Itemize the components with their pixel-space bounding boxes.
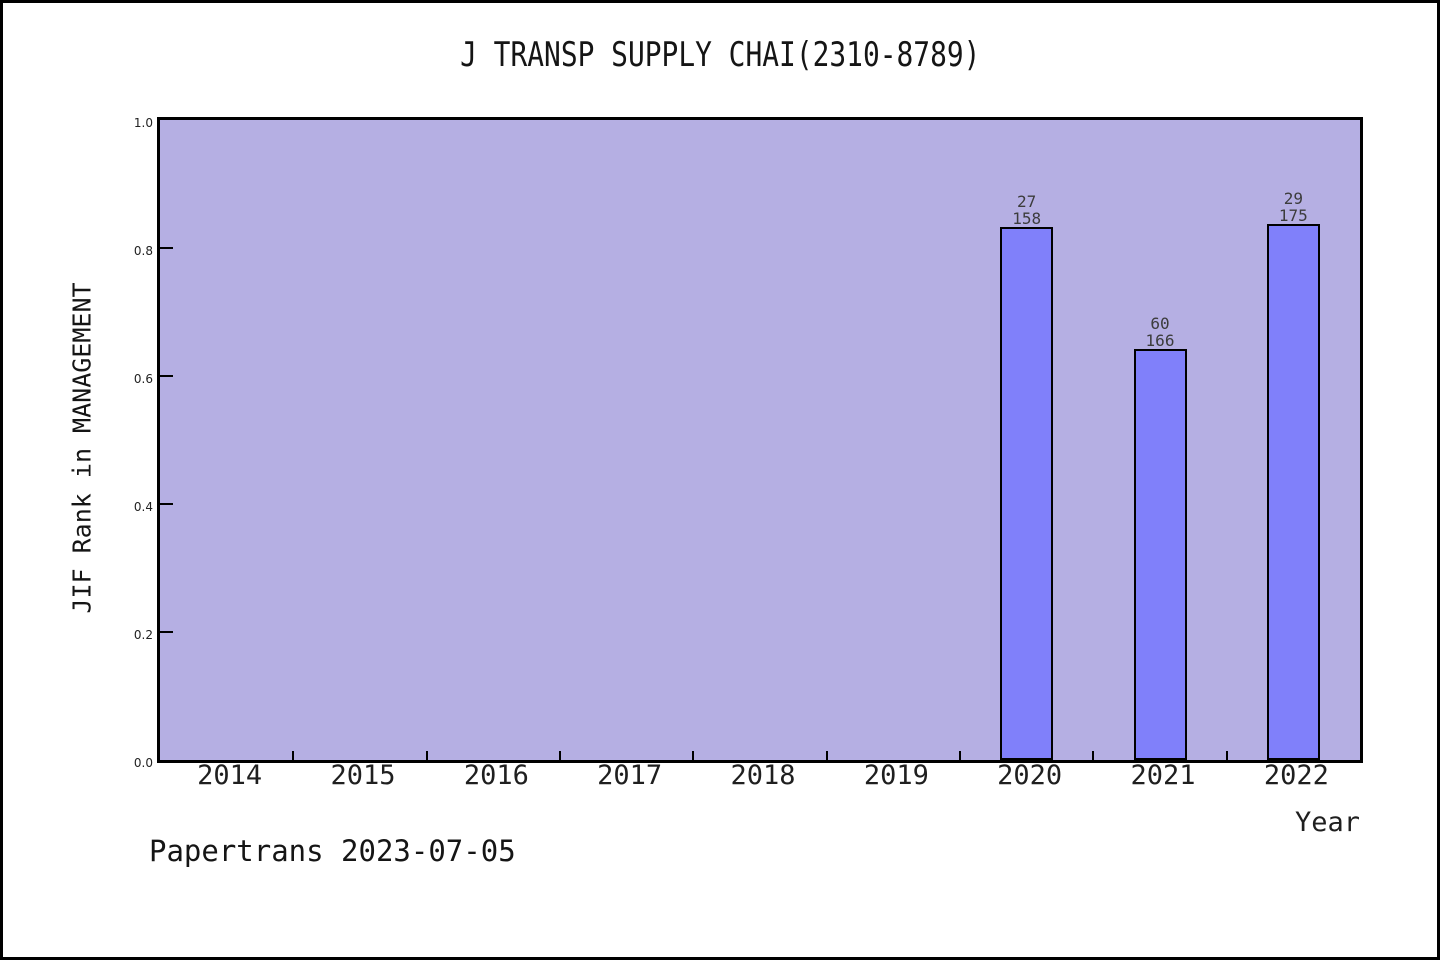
x-axis-tick — [959, 751, 961, 760]
x-axis-tick — [425, 751, 428, 760]
y-axis-tick-label: 0.0 — [133, 756, 153, 770]
y-axis-tick — [160, 247, 173, 249]
x-axis-tick — [292, 751, 295, 760]
bar-label-rank: 60 — [1150, 314, 1170, 333]
plot-area: 27 158 60 166 29 175 — [157, 117, 1363, 763]
bar-label-rank: 27 — [1017, 192, 1037, 211]
x-axis-tick-label: 2020 — [997, 760, 1063, 791]
bar-2022 — [1266, 224, 1320, 760]
watermark-text: Papertrans 2023-07-05 — [149, 834, 516, 868]
x-axis-tick — [559, 751, 561, 760]
x-axis-tick-label: 2014 — [197, 760, 263, 791]
bar-2021 — [1133, 349, 1187, 760]
x-axis-tick-label: 2015 — [330, 760, 396, 791]
bar-label-total: 158 — [1012, 209, 1042, 228]
x-axis-tick-label: 2022 — [1263, 760, 1329, 791]
bar-label-2020: 27 158 — [967, 193, 1087, 227]
bar-label-2021: 60 166 — [1100, 315, 1220, 349]
bar-label-total: 175 — [1278, 206, 1308, 225]
bar-label-total: 166 — [1145, 331, 1175, 350]
y-axis-title: JIF Rank in MANAGEMENT — [67, 282, 97, 614]
y-axis-tick — [160, 375, 173, 377]
x-axis-tick-label: 2016 — [463, 760, 529, 791]
x-axis-title: Year — [1294, 807, 1360, 838]
x-axis-tick-label: 2018 — [730, 760, 796, 791]
bar-label-rank: 29 — [1283, 189, 1303, 208]
x-axis-tick — [692, 751, 695, 760]
bar-label-2022: 29 175 — [1233, 190, 1353, 224]
y-axis-tick-label: 0.8 — [133, 244, 153, 258]
x-axis-tick — [1225, 751, 1228, 760]
x-axis-tick-label: 2017 — [597, 760, 663, 791]
x-axis-tick-label: 2021 — [1130, 760, 1196, 791]
y-axis-tick — [160, 631, 173, 633]
y-axis-tick-label: 0.6 — [133, 372, 153, 386]
chart-title: J TRANSP SUPPLY CHAI(2310-8789) — [3, 37, 1437, 73]
x-axis-tick — [825, 751, 828, 760]
y-axis-tick-label: 0.4 — [133, 500, 153, 514]
y-axis-tick — [160, 503, 173, 505]
chart-title-text: J TRANSP SUPPLY CHAI(2310-8789) — [459, 35, 981, 75]
bar-2020 — [1000, 227, 1054, 760]
y-axis-tick-label: 1.0 — [133, 116, 153, 130]
x-axis-tick — [1092, 751, 1095, 760]
x-axis-tick-label: 2019 — [863, 760, 929, 791]
y-axis-tick-label: 0.2 — [133, 628, 153, 642]
